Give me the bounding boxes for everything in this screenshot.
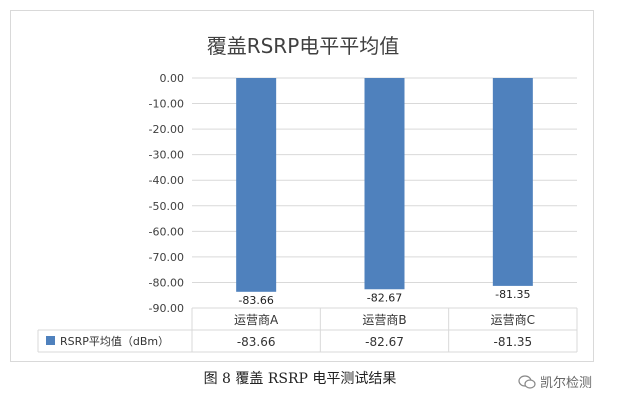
y-tick-label: -40.00: [149, 174, 184, 187]
x-category-label: 运营商B: [362, 312, 406, 327]
chart: 覆盖RSRP电平平均值 0.00 -10.00 -20.00 -30.00 -40.00 -…: [37, 34, 578, 353]
bar: [236, 78, 277, 292]
bar-value-label: -82.67: [367, 291, 402, 304]
x-category-label: 运营商C: [491, 312, 535, 327]
y-tick-label: -20.00: [149, 123, 184, 136]
chart-frame: 覆盖RSRP电平平均值 0.00 -10.00 -20.00 -30.00 -40.00 -…: [10, 10, 594, 362]
table-value-cell: -81.35: [493, 335, 532, 349]
legend-swatch: [46, 336, 55, 345]
y-tick-label: -30.00: [149, 149, 184, 162]
watermark: 凯尔检测: [518, 372, 592, 391]
chart-title: 覆盖RSRP电平平均值: [207, 34, 400, 58]
y-tick-label: -60.00: [149, 225, 184, 238]
y-tick-label: -90.00: [149, 302, 184, 315]
table-value-cell: -83.66: [237, 335, 276, 349]
bar: [364, 78, 405, 290]
bar-value-label: -81.35: [495, 288, 530, 301]
y-tick-label: -50.00: [149, 200, 184, 213]
y-tick-label: -80.00: [149, 276, 184, 289]
bar: [492, 78, 533, 286]
figure-caption: 图 8 覆盖 RSRP 电平测试结果: [203, 371, 397, 387]
watermark-text: 凯尔检测: [540, 376, 593, 391]
y-tick-label: 0.00: [160, 72, 185, 85]
y-tick-label: -70.00: [149, 251, 184, 264]
legend-label: RSRP平均值（dBm）: [60, 335, 169, 348]
table-value-cell: -82.67: [365, 335, 404, 349]
wechat-icon: [518, 374, 536, 389]
x-category-label: 运营商A: [234, 312, 279, 327]
y-tick-label: -10.00: [149, 98, 184, 111]
bar-value-label: -83.66: [238, 294, 273, 307]
